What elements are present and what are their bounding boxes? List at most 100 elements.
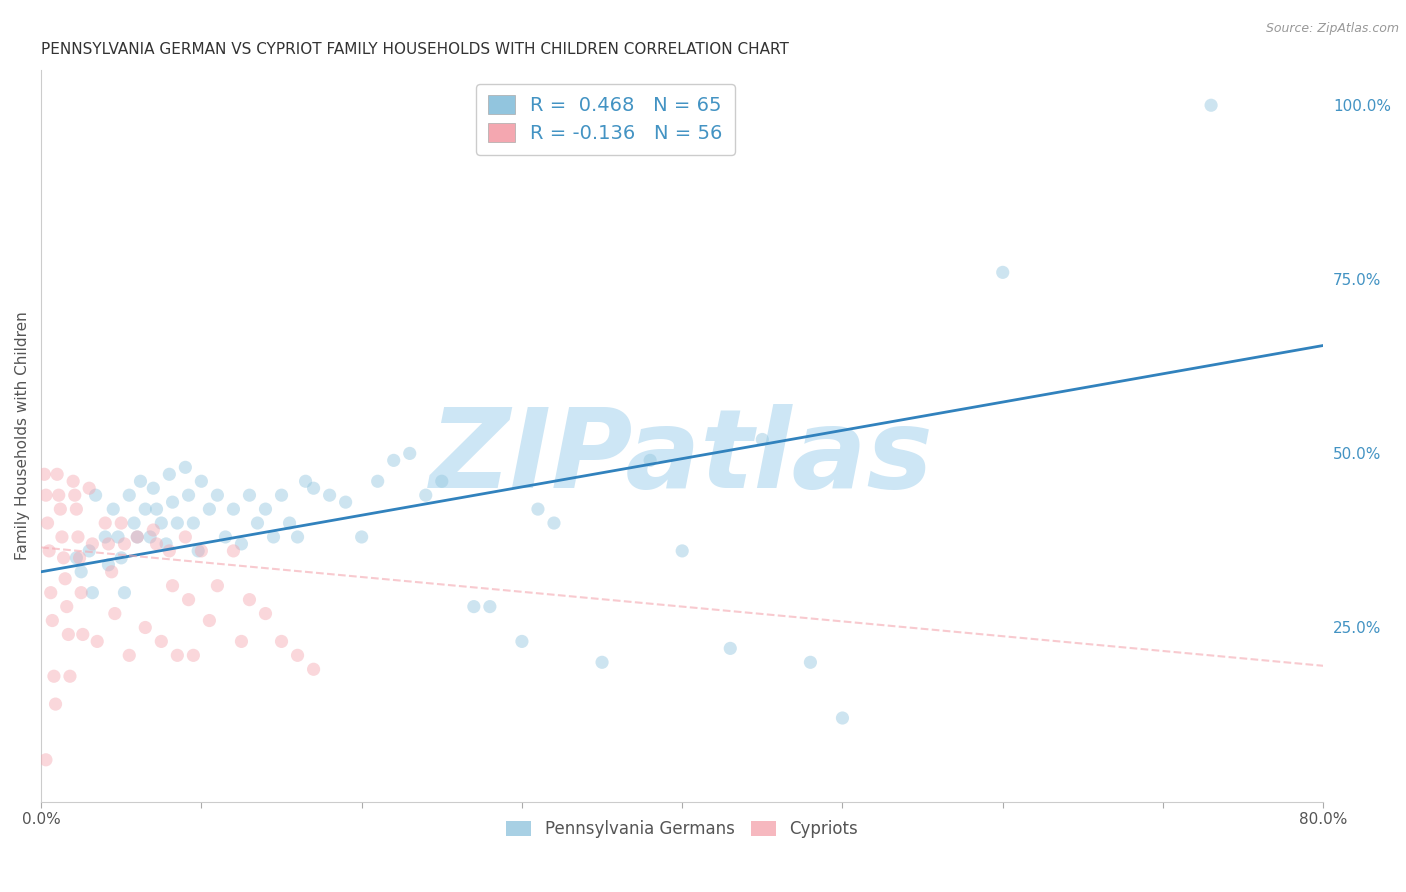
- Point: [82, 537, 104, 551]
- Point: [37, 516, 59, 530]
- Point: [638, 453, 661, 467]
- Point: [77, 481, 100, 495]
- Point: [238, 592, 260, 607]
- Point: [382, 453, 405, 467]
- Point: [270, 634, 292, 648]
- Point: [48, 488, 70, 502]
- Point: [214, 530, 236, 544]
- Point: [107, 530, 129, 544]
- Point: [63, 488, 86, 502]
- Point: [162, 579, 184, 593]
- Point: [94, 516, 117, 530]
- Point: [1199, 98, 1222, 112]
- Point: [70, 565, 93, 579]
- Point: [49, 502, 72, 516]
- Text: PENNSYLVANIA GERMAN VS CYPRIOT FAMILY HOUSEHOLDS WITH CHILDREN CORRELATION CHART: PENNSYLVANIA GERMAN VS CYPRIOT FAMILY HO…: [41, 42, 789, 57]
- Point: [103, 502, 125, 516]
- Point: [751, 433, 773, 447]
- Point: [155, 537, 177, 551]
- Point: [187, 544, 209, 558]
- Point: [150, 516, 173, 530]
- Point: [134, 502, 156, 516]
- Point: [510, 634, 533, 648]
- Point: [110, 516, 132, 530]
- Point: [591, 655, 613, 669]
- Point: [52, 550, 75, 565]
- Point: [118, 488, 141, 502]
- Point: [207, 579, 229, 593]
- Point: [263, 530, 285, 544]
- Point: [66, 530, 89, 544]
- Point: [59, 669, 82, 683]
- Point: [58, 627, 80, 641]
- Point: [238, 488, 260, 502]
- Text: Source: ZipAtlas.com: Source: ZipAtlas.com: [1265, 22, 1399, 36]
- Point: [190, 544, 212, 558]
- Point: [799, 655, 821, 669]
- Point: [527, 502, 550, 516]
- Point: [166, 516, 188, 530]
- Point: [97, 558, 120, 572]
- Point: [55, 599, 77, 614]
- Point: [142, 481, 165, 495]
- Point: [104, 607, 127, 621]
- Point: [110, 550, 132, 565]
- Point: [94, 530, 117, 544]
- Point: [35, 488, 58, 502]
- Point: [84, 488, 107, 502]
- Point: [114, 537, 136, 551]
- Text: ZIPatlas: ZIPatlas: [430, 404, 934, 511]
- Point: [183, 648, 205, 663]
- Point: [129, 475, 152, 489]
- Point: [231, 634, 253, 648]
- Point: [671, 544, 693, 558]
- Point: [246, 516, 269, 530]
- Point: [718, 641, 741, 656]
- Point: [222, 544, 245, 558]
- Point: [177, 488, 200, 502]
- Point: [82, 585, 104, 599]
- Point: [183, 516, 205, 530]
- Point: [463, 599, 485, 614]
- Point: [270, 488, 292, 502]
- Point: [398, 446, 420, 460]
- Point: [174, 530, 197, 544]
- Point: [65, 550, 87, 565]
- Point: [127, 530, 149, 544]
- Point: [478, 599, 501, 614]
- Point: [127, 530, 149, 544]
- Point: [134, 620, 156, 634]
- Point: [302, 662, 325, 676]
- Point: [122, 516, 145, 530]
- Point: [53, 572, 76, 586]
- Point: [97, 537, 120, 551]
- Point: [278, 516, 301, 530]
- Point: [302, 481, 325, 495]
- Point: [166, 648, 188, 663]
- Point: [86, 634, 108, 648]
- Point: [367, 475, 389, 489]
- Point: [38, 544, 60, 558]
- Point: [157, 544, 180, 558]
- Point: [157, 467, 180, 482]
- Y-axis label: Family Households with Children: Family Households with Children: [15, 311, 30, 560]
- Point: [34, 467, 56, 482]
- Point: [51, 530, 73, 544]
- Point: [69, 550, 91, 565]
- Point: [142, 523, 165, 537]
- Point: [42, 669, 65, 683]
- Point: [162, 495, 184, 509]
- Point: [41, 614, 63, 628]
- Point: [350, 530, 373, 544]
- Point: [190, 475, 212, 489]
- Point: [150, 634, 173, 648]
- Point: [145, 502, 167, 516]
- Point: [46, 467, 69, 482]
- Point: [198, 502, 221, 516]
- Point: [72, 627, 94, 641]
- Point: [198, 614, 221, 628]
- Point: [287, 648, 309, 663]
- Point: [65, 502, 87, 516]
- Point: [114, 585, 136, 599]
- Point: [39, 585, 62, 599]
